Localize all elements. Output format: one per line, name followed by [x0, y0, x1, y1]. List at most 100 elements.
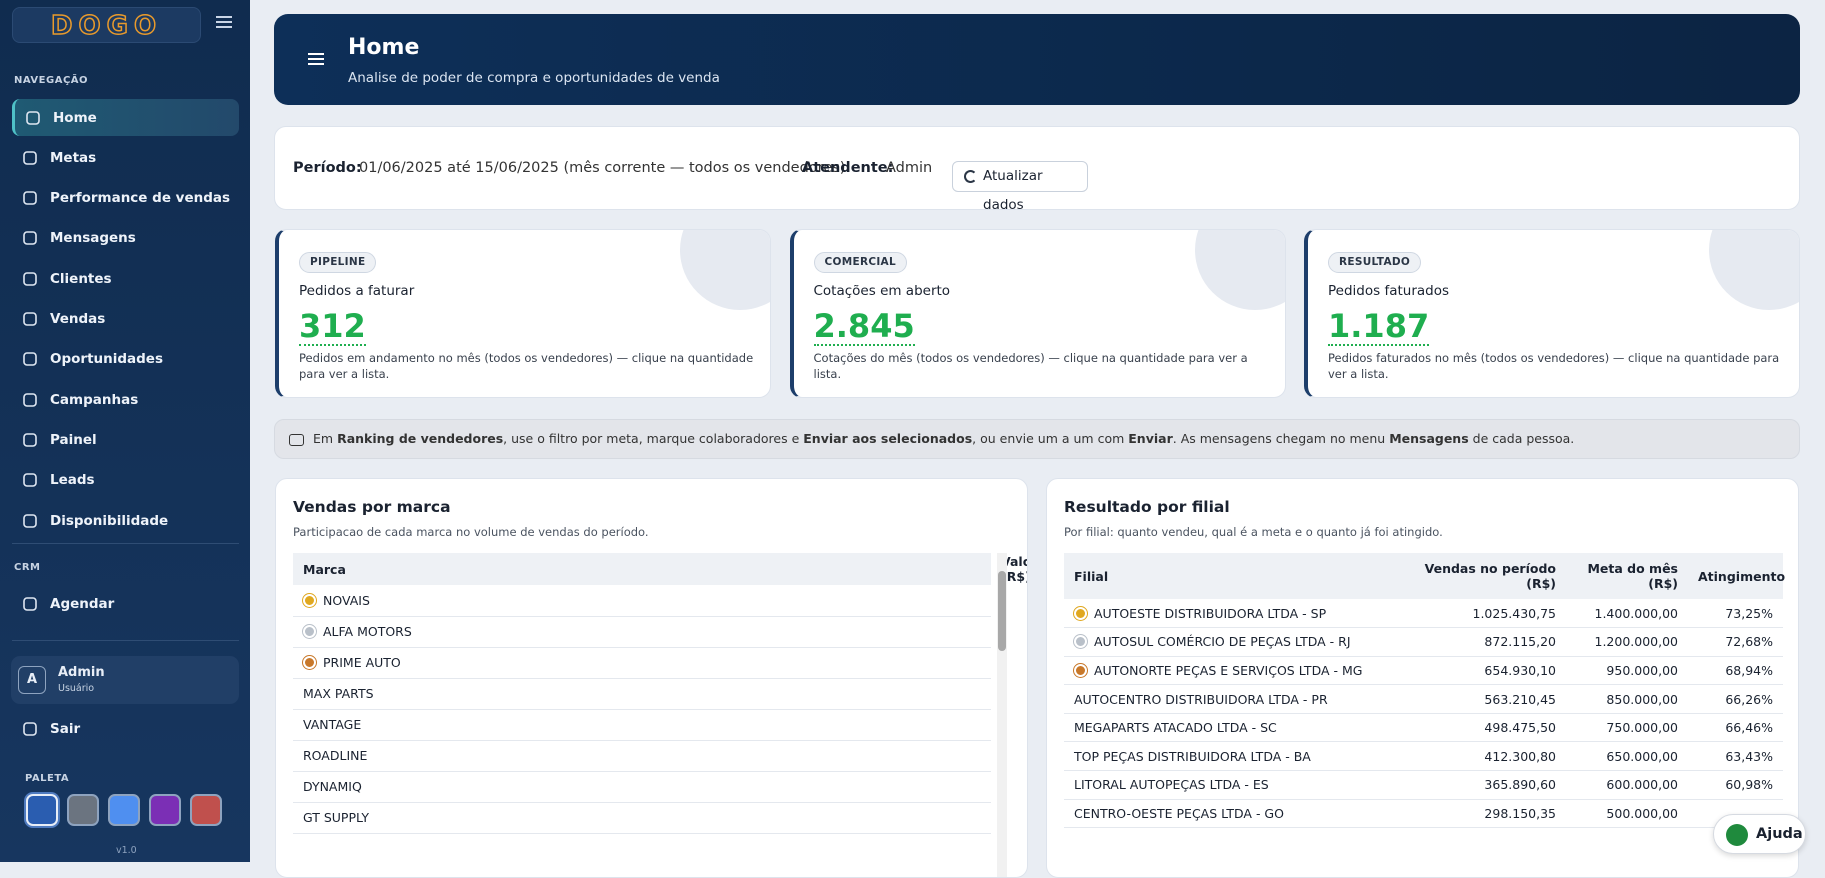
user-box[interactable]: A Admin Usuário — [11, 656, 239, 704]
nav-icon — [23, 312, 37, 326]
table-row[interactable]: GT SUPPLY138.294,70 — [293, 802, 991, 834]
table-cell: 73,25% — [1688, 599, 1783, 629]
table-cell: AUTOESTE DISTRIBUIDORA LTDA - SP — [1064, 599, 1409, 629]
section-label: PALETA — [25, 773, 70, 784]
kpi-value[interactable]: 312 — [299, 307, 366, 346]
separator — [12, 640, 239, 641]
table-row[interactable]: TOP PEÇAS DISTRIBUIDORA LTDA - BA 412.300… — [1064, 741, 1783, 772]
refresh-label: Atualizar dados — [983, 168, 1043, 210]
table-cell: 72,68% — [1688, 627, 1783, 657]
nav-item[interactable]: Performance de vendas — [12, 180, 239, 217]
palette-swatch[interactable] — [190, 794, 222, 826]
cell-text: 365.890,60 — [1484, 777, 1556, 793]
nav-label: Painel — [50, 431, 97, 448]
cell-text: 563.210,45 — [1484, 691, 1556, 707]
cell-text: GT SUPPLY — [303, 810, 369, 825]
table-row[interactable]: AUTOESTE DISTRIBUIDORA LTDA - SP 1.025.43… — [1064, 599, 1783, 629]
menu-toggle[interactable] — [308, 53, 324, 65]
period-label: Período: — [293, 160, 362, 176]
kpi-card: COMERCIAL Cotações em aberto 2.845 Cotações… — [789, 229, 1286, 398]
nav-item[interactable]: Metas — [12, 139, 239, 176]
info-segment: Em — [313, 431, 338, 446]
cell-text: MAX PARTS — [303, 686, 374, 701]
table-row[interactable]: ROADLINE176.385,40 — [293, 740, 991, 772]
medal-icon — [303, 593, 316, 607]
palette-swatch[interactable] — [149, 794, 181, 826]
table-cell: 298.150,35 — [1409, 799, 1566, 829]
nav-icon — [23, 191, 37, 205]
cell-text: 600.000,00 — [1606, 777, 1678, 793]
nav-item[interactable]: Home — [12, 99, 239, 136]
table-row[interactable]: AUTOSUL COMÉRCIO DE PEÇAS LTDA - RJ 872.1… — [1064, 627, 1783, 657]
header-row: Filial Vendas no período (R$) Meta do mês … — [1064, 553, 1785, 599]
table-row[interactable]: AUTONORTE PEÇAS E SERVIÇOS LTDA - MG 654.… — [1064, 656, 1783, 686]
section-label: CRM — [14, 562, 41, 573]
table-row[interactable]: LITORAL AUTOPEÇAS LTDA - ES 365.890,60 600… — [1064, 770, 1783, 800]
cell-text: AUTOESTE DISTRIBUIDORA LTDA - SP — [1094, 605, 1327, 621]
nav-item[interactable]: Leads — [12, 462, 239, 499]
kpi-value[interactable]: 2.845 — [813, 307, 915, 346]
refresh-button[interactable]: Atualizar dados — [952, 161, 1088, 209]
logo[interactable]: DOGO — [12, 7, 201, 43]
table-row[interactable]: VANTAGE198.742,05 — [293, 709, 991, 741]
cell-text: LITORAL AUTOPEÇAS LTDA - ES — [1074, 777, 1269, 793]
cell-text: 63,43% — [1725, 748, 1773, 764]
table-row[interactable]: MEGAPARTS ATACADO LTDA - SC 498.475,50 750… — [1064, 713, 1783, 743]
section-label: NAVEGAÇÃO — [14, 75, 89, 86]
table-row[interactable]: CENTRO-OESTE PEÇAS LTDA - GO 298.150,35 50… — [1064, 799, 1783, 829]
decoration — [1709, 230, 1799, 310]
table-row[interactable]: ALFA MOTORS321.278,90 — [293, 616, 991, 648]
table-cell: PRIME AUTO — [293, 647, 991, 679]
nav-item[interactable]: Painel — [12, 421, 239, 458]
panel-title: Vendas por marca — [293, 498, 451, 516]
cell-text: 1.200.000,00 — [1594, 634, 1679, 650]
help-button[interactable]: Ajuda — [1713, 814, 1806, 854]
page-header: Home Analise de poder de compra e oportun… — [274, 14, 1800, 105]
nav-item[interactable]: Clientes — [12, 260, 239, 297]
menu-toggle[interactable] — [216, 16, 232, 28]
cell-text: 950.000,00 — [1606, 662, 1678, 678]
table-cell: 1.400.000,00 — [1566, 599, 1688, 629]
nav-icon — [23, 392, 37, 407]
table-row[interactable]: MAX PARTS215.430,20 — [293, 678, 991, 710]
nav-item[interactable]: Vendas — [12, 301, 239, 338]
palette-swatch[interactable] — [26, 794, 58, 826]
column-header: Meta do mês (R$) — [1566, 553, 1688, 599]
nav-icon — [23, 271, 37, 286]
nav-item[interactable]: Oportunidades — [12, 341, 239, 378]
nav-label: Campanhas — [50, 391, 139, 408]
cell-text: 872.115,20 — [1484, 634, 1556, 650]
palette-swatch[interactable] — [108, 794, 140, 826]
table-body: AUTOESTE DISTRIBUIDORA LTDA - SP 1.025.43… — [1064, 599, 1783, 829]
nav-icon — [23, 150, 37, 165]
cell-text: ALFA MOTORS — [323, 624, 412, 639]
nav-item[interactable]: Campanhas — [12, 381, 239, 418]
table-row[interactable]: DYNAMIQ151.663,30 — [293, 771, 991, 803]
cell-text: PRIME AUTO — [323, 655, 401, 670]
medal-icon — [1074, 606, 1087, 620]
table-cell: GT SUPPLY — [293, 802, 991, 834]
nav-item[interactable]: Disponibilidade — [12, 502, 239, 539]
nav-item[interactable]: Mensagens — [12, 220, 239, 257]
panel: Resultado por filial Por filial: quanto v… — [1046, 478, 1799, 878]
cell-text: AUTOSUL COMÉRCIO DE PEÇAS LTDA - RJ — [1094, 634, 1351, 650]
logout[interactable]: Sair — [12, 710, 239, 747]
table-cell: ROADLINE — [293, 740, 991, 772]
cell-text: 1.400.000,00 — [1594, 605, 1679, 621]
help-icon — [1726, 824, 1748, 846]
nav-item[interactable]: Agendar — [12, 585, 239, 622]
column-header: Marca — [293, 553, 991, 585]
table-row[interactable]: PRIME AUTO249.816,60 — [293, 647, 991, 679]
column-header: Vendas no período (R$) — [1409, 553, 1566, 599]
table-cell: 563.210,45 — [1409, 684, 1566, 714]
palette-swatch[interactable] — [67, 794, 99, 826]
table-row[interactable]: AUTOCENTRO DISTRIBUIDORA LTDA - PR 563.21… — [1064, 684, 1783, 714]
scroll-thumb[interactable] — [998, 571, 1006, 651]
nav-label: Sair — [50, 720, 81, 737]
kpi-value[interactable]: 1.187 — [1328, 307, 1430, 346]
kpi-title: Pedidos faturados — [1328, 283, 1449, 299]
decoration — [680, 230, 770, 310]
nav-icon — [23, 473, 37, 487]
table-row[interactable]: NOVAIS487.563,40 — [293, 585, 991, 617]
